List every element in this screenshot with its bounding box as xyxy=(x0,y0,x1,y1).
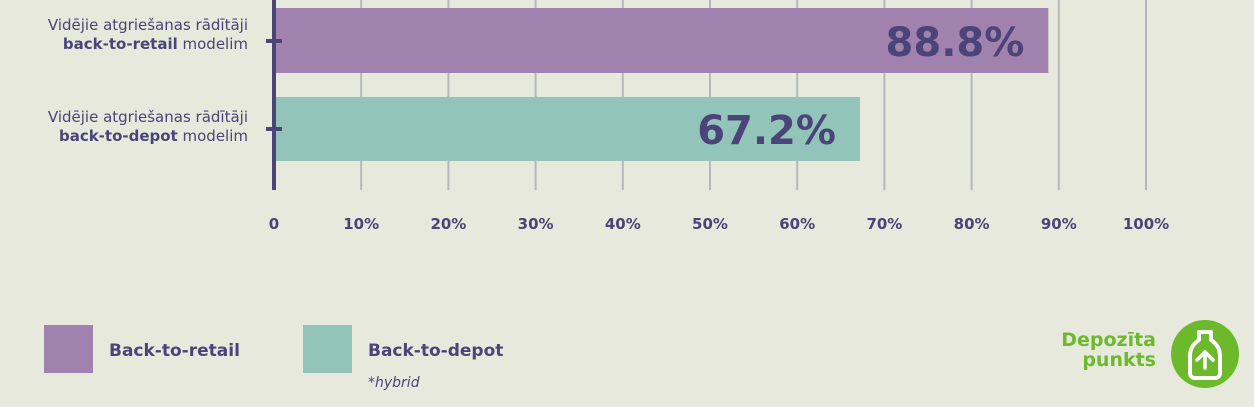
bar-1 xyxy=(274,97,860,161)
legend-note-hybrid: *hybrid xyxy=(368,375,420,391)
x-tick-label-7: 70% xyxy=(866,215,902,233)
value-label-1: 67.2% xyxy=(697,108,836,154)
category-label-depot: Vidējie atgriešanas rādītāji back-to-dep… xyxy=(47,108,249,145)
legend-swatch-depot xyxy=(303,325,352,373)
legend-swatch-retail xyxy=(44,325,93,373)
x-tick-label-6: 60% xyxy=(779,215,815,233)
category-label-depot-bold: back-to-depot xyxy=(58,127,178,145)
legend-label-retail: Back-to-retail xyxy=(109,341,240,361)
legend-label-depot: Back-to-depot xyxy=(368,341,504,361)
x-tick-label-1: 10% xyxy=(343,215,379,233)
value-label-0: 88.8% xyxy=(886,20,1025,66)
logo-text: Depozīta punkts xyxy=(1061,329,1156,371)
x-tick-label-9: 90% xyxy=(1041,215,1077,233)
category-label-retail-bold: back-to-retail xyxy=(62,35,178,53)
x-tick-label-3: 30% xyxy=(518,215,554,233)
category-label-retail: Vidējie atgriešanas rādītāji back-to-ret… xyxy=(47,16,249,53)
category-label-retail-rest: modelim xyxy=(177,35,249,53)
x-tick-label-0: 0 xyxy=(269,215,279,233)
category-label-depot-rest: modelim xyxy=(177,127,249,145)
x-tick-label-5: 50% xyxy=(692,215,728,233)
x-tick-label-4: 40% xyxy=(605,215,641,233)
bar-0 xyxy=(274,8,1049,73)
bottle-recycle-icon xyxy=(1171,320,1239,388)
x-tick-label-2: 20% xyxy=(430,215,466,233)
x-tick-label-10: 100% xyxy=(1123,215,1169,233)
x-tick-label-8: 80% xyxy=(954,215,990,233)
depozita-punkts-logo: Depozīta punkts xyxy=(1058,320,1248,390)
